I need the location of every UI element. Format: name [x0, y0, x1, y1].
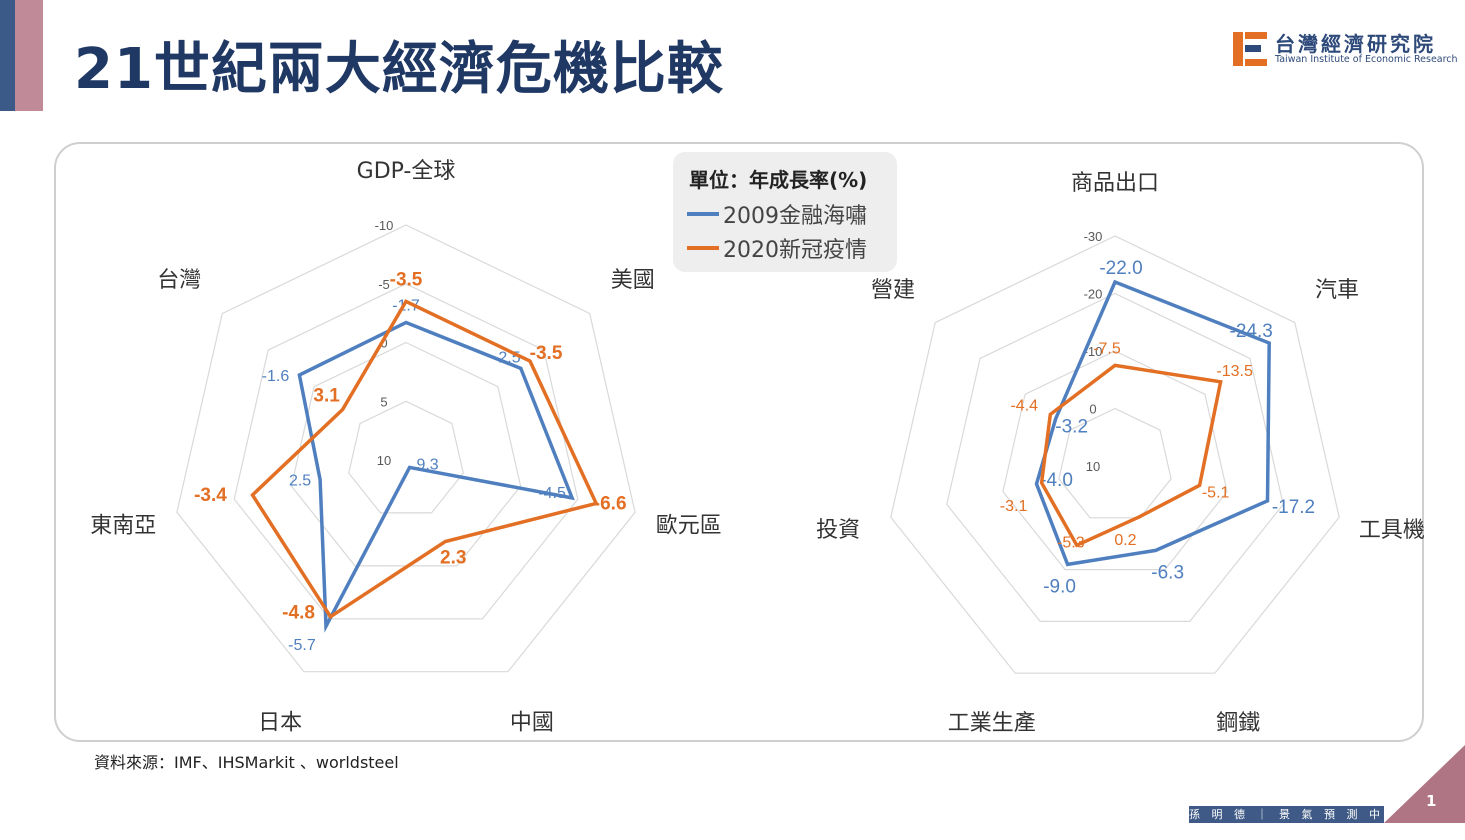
radar-data-label: -3.4 — [194, 485, 227, 506]
radar-category-label: 美國 — [611, 268, 655, 293]
header-accent-bar-pink — [15, 0, 43, 111]
page-number: 1 — [1426, 792, 1437, 810]
radar-data-label: -6.3 — [1151, 562, 1184, 583]
radar-data-label: -24.3 — [1230, 321, 1273, 342]
radar-grid-ring — [348, 400, 464, 514]
radar-data-label: 2.5 — [289, 473, 311, 490]
radar-tick-label: -5 — [378, 277, 390, 292]
radar-grid-ring — [176, 224, 636, 673]
radar-data-label: -6.6 — [594, 493, 627, 514]
radar-category-label: 營建 — [871, 278, 915, 303]
radar-series-line-2020 — [250, 299, 599, 620]
logo-chinese-name: 台灣經濟研究院 — [1275, 32, 1436, 56]
radar-data-label: -4.4 — [1010, 397, 1038, 414]
radar-grid-ring — [946, 292, 1284, 623]
radar-tick-label: -10 — [375, 218, 394, 233]
radar-data-label: -13.5 — [1216, 363, 1253, 380]
radar-charts: -10-50510GDP-全球美國歐元區中國日本東南亞台灣-1.7-2.5-4.… — [90, 159, 1425, 736]
radar-data-label: -22.0 — [1099, 258, 1142, 279]
radar-category-label: 東南亞 — [90, 514, 156, 539]
data-source-note: 資料來源：IMF、IHSMarkit 、worldsteel — [94, 753, 399, 772]
radar-tick-label: 5 — [380, 394, 387, 409]
radar-grid-ring — [233, 283, 579, 620]
radar-grid-ring — [1002, 350, 1228, 571]
radar-data-label: -9.0 — [1043, 576, 1076, 597]
corner-triangle — [1384, 745, 1465, 823]
radar-tick-label: 0 — [380, 336, 387, 351]
footer-author-bar: 孫 明 德 ｜ 景 氣 預 測 中 心 — [1189, 806, 1384, 838]
header-accent-bar-blue — [0, 0, 15, 111]
radar-series-line-2020 — [1039, 363, 1223, 548]
page-title: 21世紀兩大經濟危機比較 — [74, 37, 724, 102]
radar-tick-label: 10 — [377, 453, 391, 468]
radar-data-label: -1.6 — [262, 368, 290, 385]
radar-category-label: 商品出口 — [1071, 171, 1159, 196]
radar-data-label: -3.5 — [390, 269, 423, 290]
radar-category-label: 鋼鐵 — [1216, 711, 1260, 736]
radar-category-label: 台灣 — [157, 268, 201, 293]
radar-series-line-2009 — [297, 320, 575, 633]
radar-data-label: -3.1 — [1000, 498, 1028, 515]
radar-category-label: 投資 — [816, 518, 860, 543]
chart-panel — [54, 142, 1424, 742]
radar-data-label: -4.8 — [282, 603, 315, 624]
radar-category-label: 歐元區 — [656, 514, 722, 539]
legend-label-2009: 2009金融海嘯 — [723, 204, 867, 229]
radar-data-label: 3.1 — [313, 385, 340, 406]
tier-logo-icon — [1233, 32, 1267, 66]
radar-data-label: -4.0 — [1040, 470, 1073, 491]
radar-tick-label: -20 — [1084, 287, 1103, 302]
radar-category-label: 日本 — [258, 710, 302, 735]
radar-data-label: 2.3 — [440, 548, 466, 569]
legend-label-2020: 2020新冠疫情 — [723, 238, 867, 263]
radar-category-label: 汽車 — [1315, 278, 1359, 303]
radar-category-label: 工業生產 — [948, 711, 1036, 736]
radar-category-label: 中國 — [510, 710, 554, 735]
legend-swatch-2020 — [687, 246, 719, 250]
radar-grid-ring — [1058, 407, 1172, 519]
radar-data-label: -5.1 — [1202, 484, 1230, 501]
radar-data-label: -4.5 — [538, 485, 566, 502]
radar-category-label: 工具機 — [1359, 518, 1425, 543]
radar-category-label: GDP-全球 — [357, 159, 456, 184]
radar-data-label: -3.5 — [530, 343, 563, 364]
radar-data-label: -7.5 — [1093, 340, 1121, 357]
radar-grid-ring — [890, 235, 1340, 674]
radar-data-label: -5.3 — [1057, 534, 1085, 551]
legend-swatch-2009 — [687, 212, 719, 216]
logo-english-name: Taiwan Institute of Economic Research — [1275, 54, 1458, 65]
radar-tick-label: 10 — [1086, 459, 1100, 474]
tier-logo: 台灣經濟研究院 Taiwan Institute of Economic Res… — [1233, 30, 1458, 70]
radar-data-label: -3.2 — [1055, 417, 1088, 438]
radar-data-label: 0.2 — [1114, 532, 1136, 549]
radar-data-label: -2.5 — [493, 349, 521, 366]
radar-data-label: 9.3 — [416, 456, 438, 473]
radar-tick-label: 0 — [1089, 402, 1096, 417]
radar-tick-label: -30 — [1084, 229, 1103, 244]
radar-series-line-2009 — [1034, 279, 1271, 567]
radar-data-label: -17.2 — [1272, 497, 1315, 518]
legend-box: 單位：年成長率(%) 2009金融海嘯 2020新冠疫情 — [673, 152, 897, 272]
radar-data-label: -5.7 — [288, 637, 316, 654]
legend-unit-title: 單位：年成長率(%) — [689, 168, 868, 192]
